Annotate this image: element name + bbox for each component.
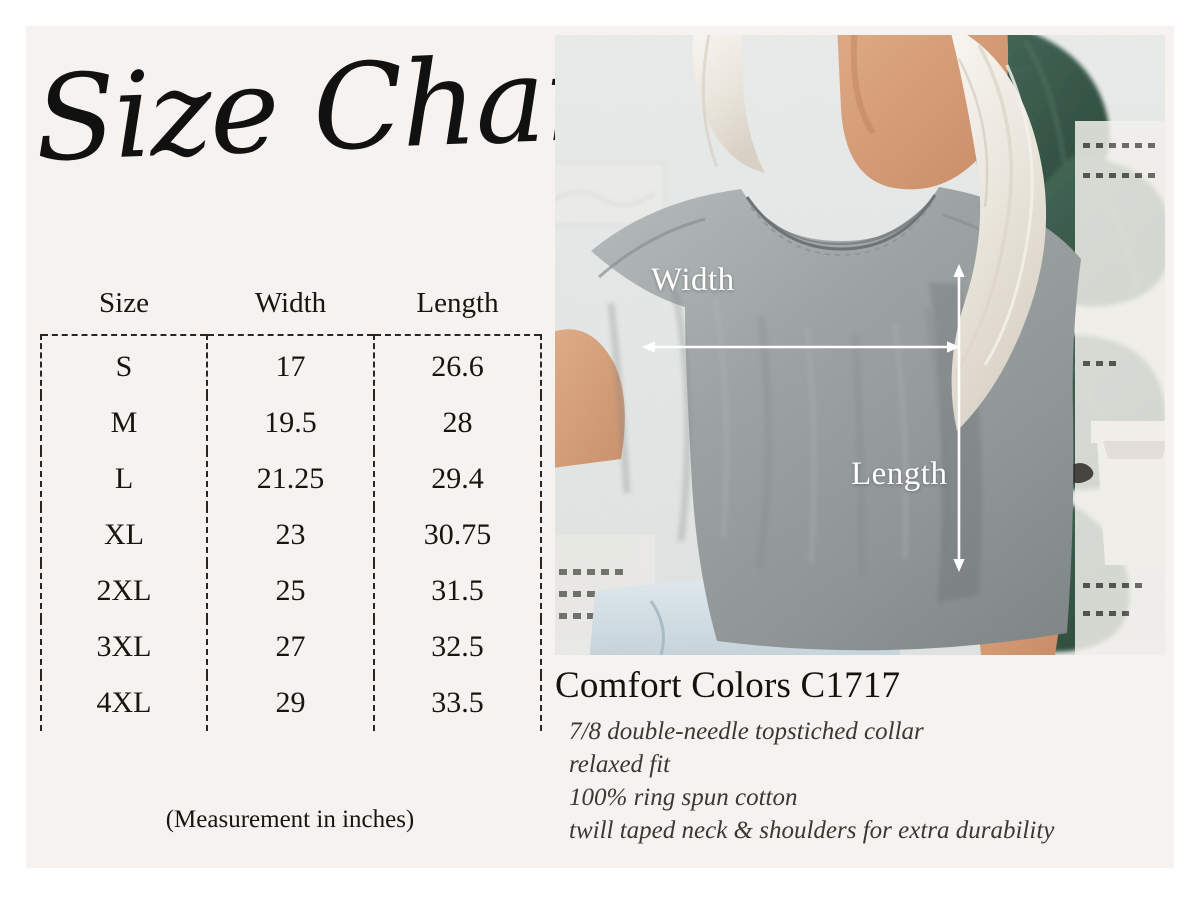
product-feature: 100% ring spun cotton [569, 784, 798, 811]
length-cell: 31.5 [373, 563, 542, 619]
product-info: Comfort Colors C1717 7/8 double-needle t… [555, 664, 1170, 847]
length-cell: 29.4 [373, 451, 542, 507]
chart-card: Size Chart Size Width Length S 17 26.6 M 19.… [26, 26, 1174, 868]
column-header-size: Size [99, 287, 149, 319]
size-cell: M [40, 395, 207, 451]
length-cell: 30.75 [373, 507, 542, 563]
product-feature: 7/8 double-needle topstiched collar [569, 718, 924, 745]
width-cell: 23 [206, 507, 374, 563]
product-feature-list: 7/8 double-needle topstiched collar relax… [569, 715, 1170, 847]
width-cell: 29 [206, 675, 374, 731]
table-body: S 17 26.6 M 19.5 28 L 21.25 29.4 XL 23 30.75 2XL 25 31… [40, 335, 542, 731]
table-row: 2XL 25 31.5 [40, 563, 542, 619]
length-measure-arrow [953, 264, 965, 572]
size-cell: 4XL [40, 675, 207, 731]
size-cell: 2XL [40, 563, 207, 619]
left-column: Size Chart Size Width Length S 17 26.6 M 19.… [26, 26, 646, 868]
width-cell: 17 [206, 335, 374, 395]
table-header: Size Width Length [41, 286, 541, 335]
size-cell: 3XL [40, 619, 207, 675]
table-row: S 17 26.6 [40, 335, 542, 395]
size-table-wrapper: Size Width Length S 17 26.6 M 19.5 28 L 21.25 29… [40, 286, 542, 731]
size-table: Size Width Length S 17 26.6 M 19.5 28 L 21.25 29… [40, 286, 542, 731]
size-cell: XL [40, 507, 207, 563]
size-cell: L [40, 451, 207, 507]
product-title: Comfort Colors C1717 [555, 665, 901, 706]
column-header-width: Width [254, 287, 327, 319]
table-header-row: Size Width Length [41, 286, 541, 335]
product-feature: twill taped neck & shoulders for extra d… [569, 817, 1055, 844]
table-row: 3XL 27 32.5 [40, 619, 542, 675]
length-cell: 33.5 [373, 675, 542, 731]
product-feature: relaxed fit [569, 751, 671, 778]
product-photo: Width Length [555, 35, 1165, 655]
table-row: L 21.25 29.4 [40, 451, 542, 507]
measurement-note: (Measurement in inches) [165, 806, 415, 833]
width-cell: 19.5 [206, 395, 374, 451]
width-measure-arrow [642, 341, 960, 353]
page-title: Size Chart [32, 26, 646, 188]
table-row: 4XL 29 33.5 [40, 675, 542, 731]
width-cell: 21.25 [206, 451, 374, 507]
length-cell: 28 [373, 395, 542, 451]
table-row: M 19.5 28 [40, 395, 542, 451]
width-cell: 25 [206, 563, 374, 619]
size-cell: S [40, 335, 207, 395]
column-header-length: Length [416, 287, 499, 319]
table-row: XL 23 30.75 [40, 507, 542, 563]
length-cell: 26.6 [373, 335, 542, 395]
length-cell: 32.5 [373, 619, 542, 675]
width-cell: 27 [206, 619, 374, 675]
product-photo-image [555, 35, 1165, 655]
